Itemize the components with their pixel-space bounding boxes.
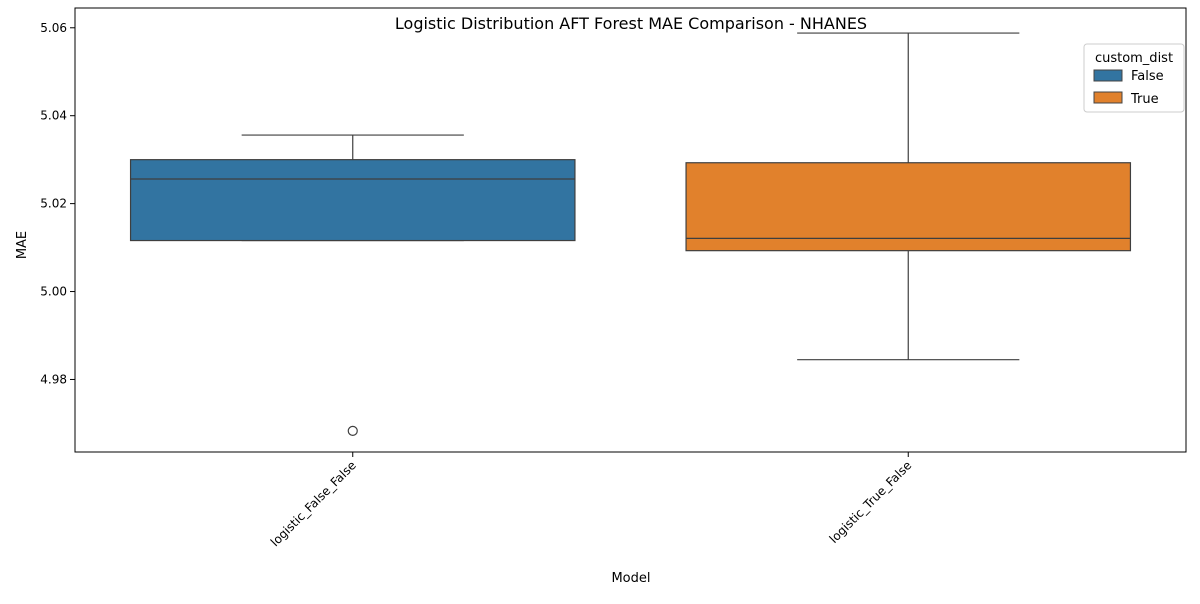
box-false [129,159,576,242]
legend: custom_dist False True [1083,43,1185,113]
outlier-point-false [347,425,358,436]
box-true [685,162,1132,252]
legend-label-false: False [1131,69,1164,84]
y-tick-label: 5.02 [40,197,67,211]
legend-swatch-false [1093,69,1123,82]
y-tick-label: 5.00 [40,285,67,299]
legend-swatch-true [1093,91,1123,104]
chart-title: Logistic Distribution AFT Forest MAE Com… [395,14,867,33]
y-axis-label: MAE [15,231,30,259]
y-tick-label: 4.98 [40,372,67,386]
axes-frame [74,7,1187,453]
legend-title: custom_dist [1095,51,1173,66]
x-axis-label: Model [611,571,650,586]
plot-area [129,32,1132,436]
y-tick-label: 5.04 [40,109,67,123]
legend-label-true: True [1130,92,1159,107]
y-tick-label: 5.06 [40,21,67,35]
